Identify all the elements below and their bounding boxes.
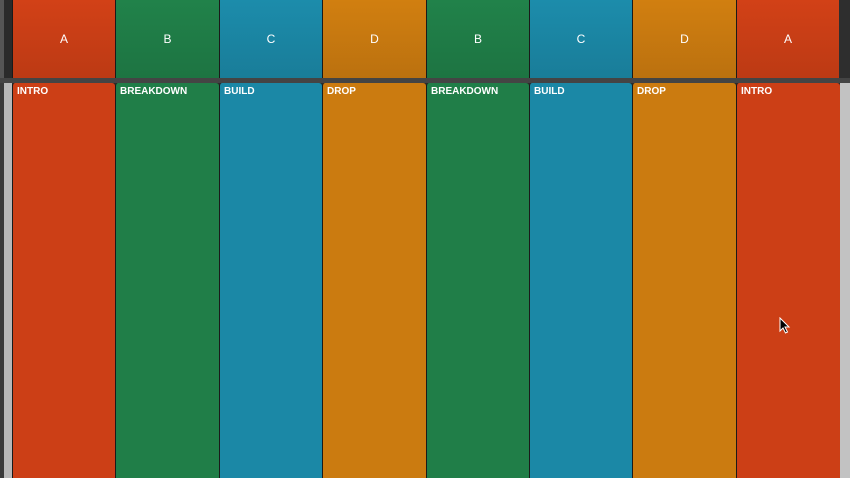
scene-header[interactable]: A [736, 0, 839, 78]
clip-label: BREAKDOWN [431, 86, 499, 97]
clip-block[interactable]: DROP [632, 83, 736, 478]
scene-header[interactable]: D [632, 0, 736, 78]
scene-header[interactable]: C [219, 0, 322, 78]
clip-block[interactable]: BUILD [219, 83, 322, 478]
right-gutter-top [839, 0, 850, 80]
left-gutter-top [0, 0, 12, 80]
left-scrollbar[interactable] [0, 83, 12, 478]
clip-label: BUILD [224, 86, 255, 97]
scene-header[interactable]: B [426, 0, 529, 78]
clip-block[interactable]: INTRO [736, 83, 840, 478]
clip-label: BREAKDOWN [120, 86, 188, 97]
scene-header[interactable]: B [115, 0, 219, 78]
mouse-cursor-icon [779, 317, 791, 334]
scene-header[interactable]: C [529, 0, 632, 78]
clip-block[interactable]: INTRO [12, 83, 115, 478]
clip-block[interactable]: DROP [322, 83, 426, 478]
clip-block[interactable]: BREAKDOWN [426, 83, 529, 478]
right-scrollbar[interactable] [840, 83, 850, 478]
scene-header[interactable]: D [322, 0, 426, 78]
scene-header[interactable]: A [12, 0, 115, 78]
clip-block[interactable]: BUILD [529, 83, 632, 478]
clip-label: INTRO [17, 86, 49, 97]
clip-label: INTRO [741, 86, 773, 97]
clip-label: DROP [637, 86, 666, 97]
clip-block[interactable]: BREAKDOWN [115, 83, 219, 478]
lane-separator [0, 78, 850, 83]
clip-label: DROP [327, 86, 356, 97]
clip-label: BUILD [534, 86, 565, 97]
